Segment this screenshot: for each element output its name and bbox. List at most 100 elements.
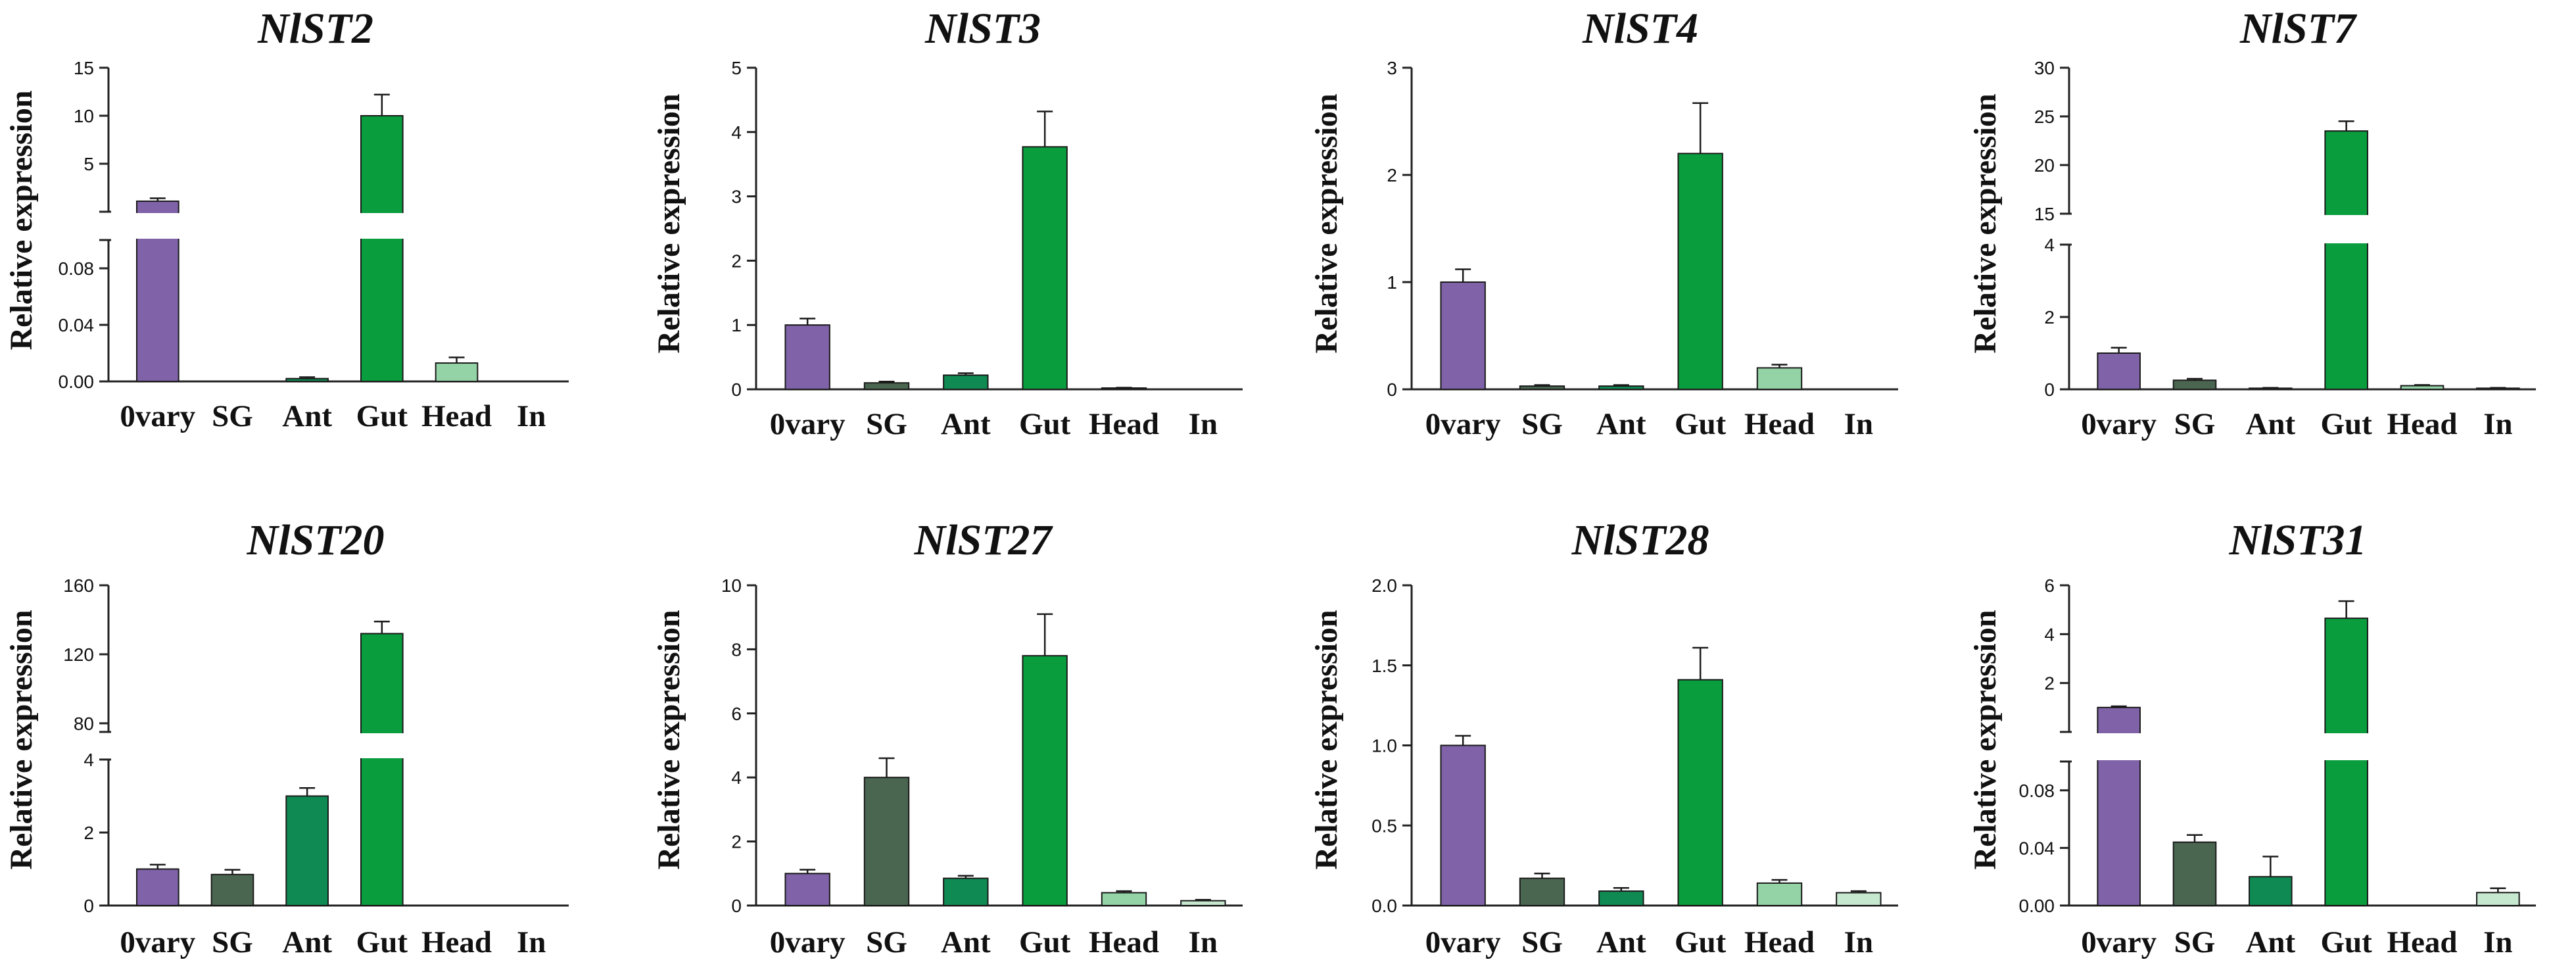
y-tick-label: 80 — [74, 714, 94, 734]
y-axis-label: Relative expression — [4, 610, 39, 869]
bar-break-gap — [359, 733, 405, 758]
x-tick-label: In — [1844, 407, 1873, 441]
bar-break-gap — [2095, 733, 2142, 760]
y-tick-label: 2 — [2044, 673, 2055, 694]
y-tick-label: 0 — [731, 379, 742, 400]
y-tick-label: 2.0 — [1371, 575, 1397, 596]
y-tick-label: 30 — [2034, 58, 2055, 78]
x-tick-label: Gut — [356, 925, 408, 959]
x-tick-label: Ant — [282, 925, 332, 959]
y-tick-label: 6 — [2044, 575, 2055, 596]
y-tick-label: 10 — [74, 106, 94, 126]
x-tick-label: In — [517, 399, 546, 433]
bar-break-gap — [2323, 733, 2370, 760]
y-tick-label: 0.5 — [1371, 815, 1397, 836]
y-tick-label: 3 — [1387, 58, 1397, 78]
y-tick-label: 5 — [83, 154, 94, 174]
y-tick-label: 2 — [83, 823, 94, 843]
y-tick-label: 0 — [2044, 379, 2055, 400]
x-tick-label: Gut — [1675, 925, 1727, 959]
bar-0vary — [784, 873, 830, 907]
x-tick-label: Ant — [1596, 407, 1646, 441]
y-tick-label: 1 — [731, 315, 742, 335]
x-tick-label: SG — [212, 925, 253, 959]
y-tick-label: 5 — [731, 58, 742, 78]
bar-0vary — [784, 324, 830, 391]
bar-0vary — [1440, 281, 1486, 390]
y-tick-label: 2 — [2044, 307, 2055, 327]
bar-break-gap — [359, 213, 405, 239]
bar-sg — [1519, 877, 1565, 906]
bar-sg — [863, 382, 910, 390]
x-tick-label: Head — [1089, 407, 1159, 441]
bar-ant — [285, 795, 329, 906]
x-tick-label: Gut — [356, 399, 408, 433]
chart-title: NlST7 — [2239, 5, 2358, 53]
bar-head — [435, 362, 479, 382]
chart-title: NlST31 — [2228, 516, 2366, 564]
x-tick-label: Gut — [2320, 407, 2372, 441]
bar-ant — [2249, 876, 2293, 906]
x-tick-label: In — [2483, 925, 2512, 959]
y-tick-label: 6 — [731, 704, 742, 724]
x-tick-label: 0vary — [1425, 925, 1501, 959]
bar-0vary — [136, 868, 179, 906]
y-tick-label: 0 — [83, 896, 94, 916]
bar-gut — [2324, 130, 2368, 390]
y-tick-label: 0.08 — [2019, 781, 2055, 801]
chart-title: NlST27 — [913, 516, 1053, 564]
bar-head — [1756, 882, 1803, 907]
bar-gut — [360, 115, 404, 382]
y-tick-label: 3 — [731, 187, 742, 207]
x-tick-label: Head — [421, 399, 492, 433]
bar-head — [1756, 367, 1803, 391]
y-tick-label: 1.0 — [1371, 736, 1397, 756]
bar-in — [2476, 892, 2520, 907]
bar-head — [2400, 385, 2445, 390]
bar-break-gap — [2323, 215, 2370, 243]
chart-title: NlST3 — [924, 5, 1041, 53]
x-tick-label: SG — [1521, 407, 1563, 441]
y-tick-label: 25 — [2034, 107, 2055, 127]
x-tick-label: Ant — [2245, 925, 2295, 959]
y-tick-label: 2 — [731, 832, 742, 852]
y-tick-label: 1.5 — [1371, 656, 1397, 676]
bar-sg — [2172, 379, 2217, 390]
y-tick-label: 4 — [2044, 624, 2055, 644]
x-tick-label: Head — [1744, 407, 1815, 441]
bar-sg — [863, 777, 910, 906]
x-tick-label: In — [2483, 407, 2512, 441]
chart-nlst2: NlST2 Relative expression 0.00 0.04 0.08 5 10 1… — [4, 5, 569, 433]
y-tick-label: 4 — [731, 767, 742, 788]
y-tick-label: 0.00 — [2019, 896, 2055, 916]
bar-ant — [285, 377, 329, 383]
chart-nlst7: NlST7 Relative expression 0 2 4 15 20 25 30 0vary… — [1968, 5, 2536, 441]
bar-sg — [210, 873, 254, 906]
y-tick-label: 15 — [74, 58, 94, 78]
y-tick-label: 1 — [1387, 272, 1397, 293]
x-tick-label: Ant — [1596, 925, 1646, 959]
y-axis-label: Relative expression — [652, 93, 686, 353]
x-tick-label: Ant — [282, 399, 332, 433]
y-axis-label: Relative expression — [4, 90, 39, 350]
bar-gut — [360, 633, 404, 906]
bar-gut — [1677, 679, 1723, 907]
chart-nlst28: NlST28 Relative expression 0.0 0.5 1.0 1.5 2.0… — [1309, 516, 1898, 959]
bar-0vary — [2097, 352, 2141, 390]
y-tick-label: 0 — [731, 896, 742, 916]
bar-ant — [1598, 385, 1644, 390]
chart-nlst31: NlST31 Relative expression 0.00 0.04 0.08 2 4 6… — [1968, 516, 2536, 959]
x-tick-label: In — [1844, 925, 1873, 959]
x-tick-label: 0vary — [1425, 407, 1501, 441]
x-tick-label: In — [1189, 407, 1218, 441]
y-axis-label: Relative expression — [1309, 93, 1344, 353]
x-tick-label: 0vary — [120, 399, 195, 433]
bar-gut — [1022, 146, 1068, 390]
bar-sg — [1519, 385, 1565, 390]
y-tick-label: 15 — [2034, 204, 2055, 224]
x-tick-label: SG — [1521, 925, 1563, 959]
y-tick-label: 20 — [2034, 155, 2055, 176]
x-tick-label: Gut — [1019, 925, 1071, 959]
x-tick-label: SG — [212, 399, 253, 433]
